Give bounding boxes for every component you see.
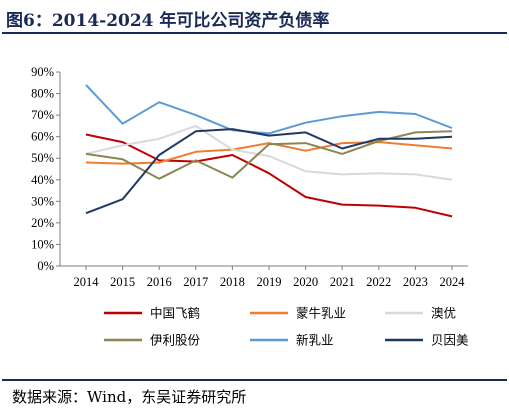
- x-tick-label: 2020: [293, 275, 318, 289]
- y-tick-label: 40%: [31, 173, 54, 187]
- series-line-2: [85, 141, 453, 165]
- x-tick-label: 2014: [74, 275, 100, 289]
- y-tick-label: 70%: [31, 108, 54, 122]
- y-tick-label: 80%: [31, 87, 54, 101]
- figure-title: 图6：2014-2024 年可比公司资产负债率: [6, 11, 330, 31]
- legend-label-4: 伊利股份: [150, 333, 201, 348]
- series-line-5: [85, 84, 453, 135]
- x-tick-label: 2017: [183, 275, 208, 289]
- y-tick-label: 20%: [31, 216, 54, 230]
- line-chart: 0% 10% 20% 30% 40% 50% 60% 70% 80% 90% 2014 2015 201…: [31, 65, 469, 348]
- y-tick-label: 50%: [31, 151, 54, 165]
- legend-label-2: 蒙牛乳业: [296, 306, 346, 321]
- y-tick-label: 0%: [37, 259, 54, 273]
- x-tick-label: 2023: [403, 275, 428, 289]
- x-tick-label: 2024: [440, 275, 466, 289]
- title-divider: [2, 32, 507, 34]
- series-line-3: [85, 124, 453, 181]
- x-tick-label: 2019: [257, 275, 282, 289]
- x-tick-label: 2015: [110, 275, 135, 289]
- x-tick-label: 2021: [330, 275, 355, 289]
- x-tick-label: 2022: [366, 275, 391, 289]
- x-tick-label: 2018: [220, 275, 245, 289]
- source-divider: [2, 379, 507, 381]
- y-tick-label: 60%: [31, 130, 54, 144]
- y-tick-label: 30%: [31, 194, 54, 208]
- y-tick-label: 10%: [31, 237, 54, 251]
- series-line-6: [85, 128, 453, 215]
- y-tick-label: 90%: [31, 65, 54, 79]
- legend-label-6: 贝因美: [431, 333, 469, 348]
- legend-label-1: 中国飞鹤: [150, 306, 200, 321]
- source-note: 数据来源：Wind，东吴证券研究所: [12, 388, 247, 406]
- series-line-1: [85, 133, 453, 218]
- legend-label-5: 新乳业: [296, 333, 334, 348]
- x-tick-label: 2016: [147, 275, 172, 289]
- legend-label-3: 澳优: [431, 306, 456, 321]
